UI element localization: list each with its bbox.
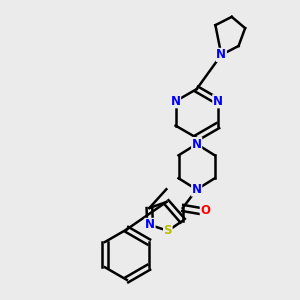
Text: N: N <box>216 48 226 62</box>
Text: N: N <box>145 218 155 231</box>
Text: N: N <box>171 95 181 108</box>
Text: S: S <box>164 224 172 237</box>
Text: N: N <box>192 183 202 196</box>
Text: O: O <box>200 204 210 218</box>
Text: N: N <box>213 95 223 108</box>
Text: N: N <box>192 138 202 151</box>
